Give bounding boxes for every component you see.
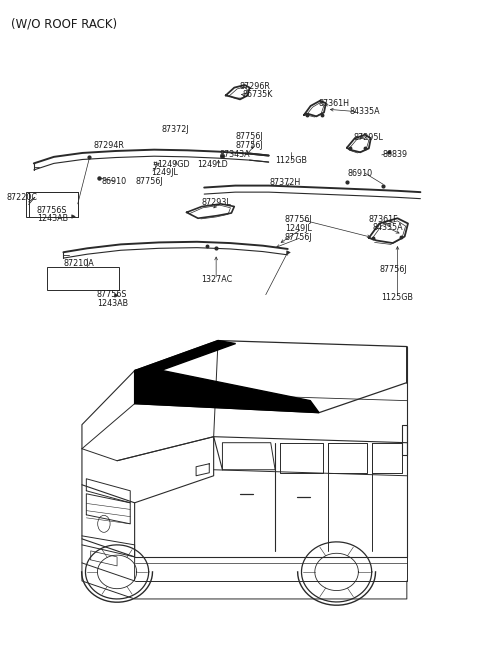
Text: 87756S: 87756S [97,290,127,299]
Text: 87756J: 87756J [285,215,312,224]
Text: 1249GD: 1249GD [157,159,190,169]
Text: 87361F: 87361F [369,215,398,224]
Text: 87756J: 87756J [235,132,263,141]
Text: 87343A: 87343A [219,150,250,159]
Text: 87756J: 87756J [379,266,407,274]
Text: 84335A: 84335A [350,108,380,116]
Text: 1125GB: 1125GB [381,293,413,302]
Text: 87361H: 87361H [319,100,350,108]
Text: 87372J: 87372J [161,125,189,134]
FancyBboxPatch shape [47,266,119,290]
Text: 87295L: 87295L [354,133,384,142]
Text: 87372H: 87372H [270,178,301,187]
Text: 86839: 86839 [382,150,408,159]
Text: 1243AB: 1243AB [97,298,128,308]
Text: 1249JL: 1249JL [151,168,178,177]
Text: 84335A: 84335A [372,223,403,232]
Text: 87293L: 87293L [202,198,231,207]
Text: 86910: 86910 [102,176,127,186]
Polygon shape [134,367,319,413]
Polygon shape [134,340,236,374]
Text: 87296R: 87296R [240,82,271,91]
Text: 87756S: 87756S [36,206,67,215]
Text: 87220C: 87220C [6,193,37,202]
Text: 87756J: 87756J [285,233,312,241]
Text: 1125GB: 1125GB [276,155,307,165]
Text: 1249LD: 1249LD [198,159,228,169]
Text: 87210A: 87210A [63,260,94,268]
Text: 1243AB: 1243AB [36,214,68,223]
Text: 87756J: 87756J [135,176,163,186]
Text: (W/O ROOF RACK): (W/O ROOF RACK) [11,18,117,31]
Text: 1249JL: 1249JL [285,224,312,234]
Text: 86910: 86910 [348,169,373,178]
Text: 87294R: 87294R [94,141,125,150]
Text: 1327AC: 1327AC [201,275,232,284]
FancyBboxPatch shape [26,192,78,217]
Text: 86735K: 86735K [242,91,273,99]
Text: 87756J: 87756J [235,141,263,150]
